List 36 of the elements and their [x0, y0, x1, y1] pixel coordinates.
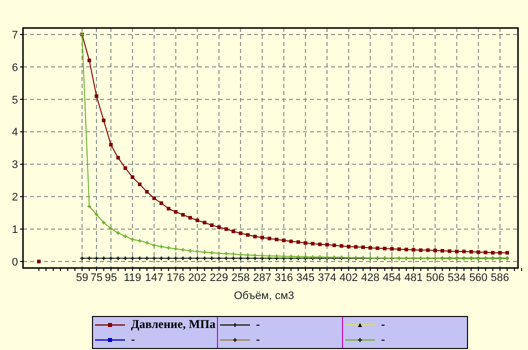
- x-tick-label: 586: [490, 272, 510, 284]
- y-tick-label: 3: [12, 159, 18, 172]
- x-tick-label: 147: [144, 272, 164, 284]
- y-tick-label: 7: [12, 29, 18, 42]
- x-tick-label: 119: [124, 272, 142, 284]
- y-tick-label: 4: [12, 126, 18, 139]
- x-tick-label: 202: [188, 272, 207, 284]
- x-tick-label: 176: [166, 272, 185, 284]
- x-tick-label: 506: [426, 272, 444, 284]
- x-tick-label: 229: [210, 272, 228, 284]
- legend-label: -: [255, 317, 261, 332]
- legend-label: -: [380, 317, 386, 332]
- legend-label: -: [130, 332, 136, 347]
- x-tick-label: 402: [339, 272, 358, 284]
- x-tick-label: 454: [382, 272, 402, 284]
- y-tick-label: 5: [12, 94, 18, 106]
- x-tick-label: 345: [296, 272, 315, 284]
- x-tick-label: 560: [469, 272, 488, 284]
- x-tick-label: 258: [231, 272, 250, 284]
- x-tick-label: 59: [76, 272, 88, 284]
- x-tick-label: 316: [274, 272, 294, 284]
- x-tick-label: 75: [90, 272, 103, 284]
- legend-label: -: [380, 332, 386, 347]
- x-tick-label: 95: [104, 272, 118, 284]
- x-tick-label: 374: [318, 272, 336, 284]
- x-axis-title: Объём, см3: [232, 290, 296, 302]
- y-tick-label: 0: [12, 256, 18, 268]
- x-tick-label: 534: [448, 272, 466, 284]
- legend-label: -: [255, 332, 261, 347]
- x-tick-label: 481: [404, 272, 423, 284]
- legend-label: Давление, МПа: [130, 317, 216, 332]
- x-tick-label: 428: [361, 272, 380, 284]
- y-tick-label: 1: [12, 224, 18, 236]
- y-tick-label: 2: [12, 192, 18, 204]
- y-tick-label: 6: [12, 62, 18, 74]
- x-tick-label: 287: [253, 272, 272, 284]
